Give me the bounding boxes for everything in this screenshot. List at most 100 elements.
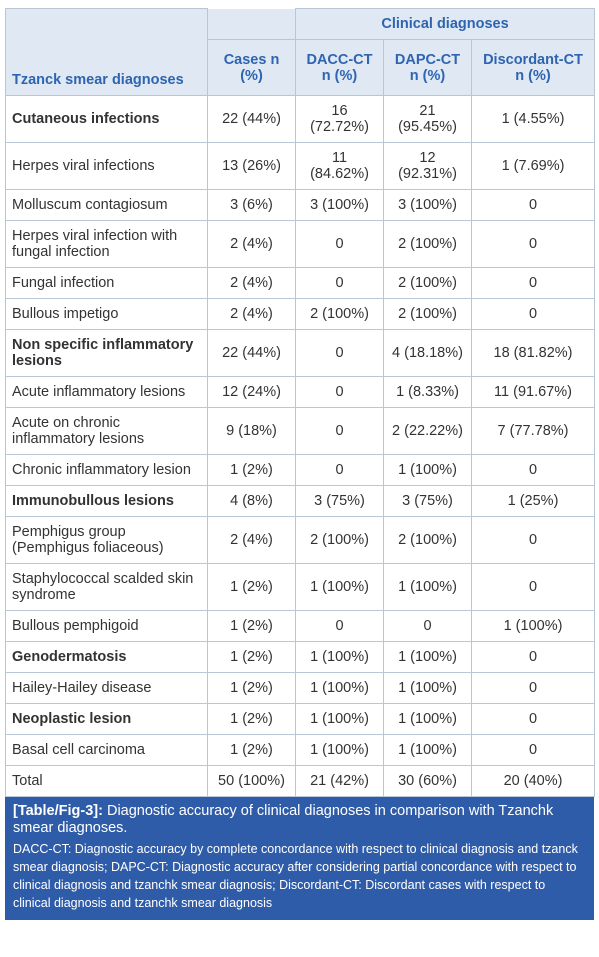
cell: 12 (92.31%) [383,142,472,190]
row-label: Total [5,765,208,797]
caption-label: [Table/Fig-3]: [13,803,103,819]
section-heading-row: Genodermatosis 1 (2%) 1 (100%) 1 (100%) 0 [5,641,596,673]
row-label: Chronic inflammatory lesion [5,454,208,486]
cell: 1 (100%) [383,703,472,735]
cell: 2 (100%) [383,220,472,268]
row-label: Non specific inflammatory lesions [5,329,208,377]
cell: 0 [295,376,384,408]
cell: 2 (4%) [207,220,296,268]
cell: 50 (100%) [207,765,296,797]
cell: 1 (2%) [207,734,296,766]
row-label: Molluscum contagiosum [5,189,208,221]
cell: 12 (24%) [207,376,296,408]
row-label: Acute inflammatory lesions [5,376,208,408]
cell: 21 (95.45%) [383,95,472,143]
cell: 1 (100%) [295,734,384,766]
cell: 1 (100%) [470,610,596,642]
column-header: DACC-CT n (%) [295,39,384,96]
row-label-header: Tzanck smear diagnoses [5,8,208,96]
cell: 4 (8%) [207,485,296,517]
cell: 16 (72.72%) [295,95,384,143]
cell: 0 [470,641,596,673]
cell: 2 (100%) [383,516,472,564]
table: Tzanck smear diagnoses Clinical diagnose… [5,8,596,797]
cell: 0 [295,610,384,642]
cell: 0 [470,672,596,704]
table-row: Acute inflammatory lesions 12 (24%) 0 1 (8.… [5,376,596,408]
cell: 2 (4%) [207,267,296,299]
column-header: Discordant-CT n (%) [470,39,596,96]
cell: 1 (2%) [207,454,296,486]
cell: 0 [470,563,596,611]
cell: 0 [295,454,384,486]
row-label: Neoplastic lesion [5,703,208,735]
total-row: Total 50 (100%) 21 (42%) 30 (60%) 20 (40%) [5,765,596,797]
cell: 2 (22.22%) [383,407,472,455]
cell: 13 (26%) [207,142,296,190]
row-label: Fungal infection [5,267,208,299]
cell: 20 (40%) [470,765,596,797]
table-row: Herpes viral infections 13 (26%) 11 (84.62… [5,142,596,190]
row-label: Basal cell carcinoma [5,734,208,766]
table-figure: Tzanck smear diagnoses Clinical diagnose… [5,8,596,920]
cell: 2 (4%) [207,298,296,330]
cell: 3 (6%) [207,189,296,221]
column-header: Cases n (%) [207,39,296,96]
row-label: Immunobullous lesions [5,485,208,517]
cell: 1 (7.69%) [470,142,596,190]
section-heading-row: Cutaneous infections 22 (44%) 16 (72.72%) 2… [5,95,596,143]
cell: 1 (100%) [383,734,472,766]
cell: 11 (84.62%) [295,142,384,190]
row-label: Acute on chronic inflammatory lesions [5,407,208,455]
cell: 0 [470,516,596,564]
cell: 0 [470,220,596,268]
cell: 11 (91.67%) [470,376,596,408]
cell: 1 (2%) [207,563,296,611]
cell: 1 (2%) [207,610,296,642]
cell: 22 (44%) [207,329,296,377]
cell: 7 (77.78%) [470,407,596,455]
cell: 21 (42%) [295,765,384,797]
cell: 1 (25%) [470,485,596,517]
cell: 2 (4%) [207,516,296,564]
cell: 3 (100%) [383,189,472,221]
cell: 0 [295,220,384,268]
cell: 22 (44%) [207,95,296,143]
section-heading-row: Neoplastic lesion 1 (2%) 1 (100%) 1 (100%) 0 [5,703,596,735]
table-row: Herpes viral infection with fungal infec… [5,220,596,268]
cell: 0 [295,329,384,377]
table-row: Basal cell carcinoma 1 (2%) 1 (100%) 1 (100… [5,734,596,766]
caption: [Table/Fig-3]: Diagnostic accuracy of cl… [5,797,594,920]
cell: 1 (100%) [383,641,472,673]
section-heading-row: Immunobullous lesions 4 (8%) 3 (75%) 3 (75%… [5,485,596,517]
row-label: Hailey-Hailey disease [5,672,208,704]
row-label: Cutaneous infections [5,95,208,143]
row-label: Herpes viral infections [5,142,208,190]
cell: 1 (2%) [207,703,296,735]
table-row: Bullous impetigo 2 (4%) 2 (100%) 2 (100%) 0 [5,298,596,330]
cell: 2 (100%) [383,267,472,299]
cell: 0 [470,454,596,486]
cell: 1 (8.33%) [383,376,472,408]
row-label: Genodermatosis [5,641,208,673]
cell: 1 (100%) [295,672,384,704]
row-label: Bullous pemphigoid [5,610,208,642]
cell: 1 (4.55%) [470,95,596,143]
row-label: Herpes viral infection with fungal infec… [5,220,208,268]
cell: 2 (100%) [383,298,472,330]
cell: 9 (18%) [207,407,296,455]
cell: 3 (75%) [295,485,384,517]
cell: 2 (100%) [295,516,384,564]
cell: 0 [470,703,596,735]
table-row: Fungal infection 2 (4%) 0 2 (100%) 0 [5,267,596,299]
cell: 18 (81.82%) [470,329,596,377]
cell: 3 (100%) [295,189,384,221]
cell: 4 (18.18%) [383,329,472,377]
cell: 1 (100%) [383,672,472,704]
cell: 0 [470,267,596,299]
cell: 3 (75%) [383,485,472,517]
cell: 1 (100%) [383,454,472,486]
caption-title: Diagnostic accuracy of clinical diagnose… [13,803,554,836]
table-row: Molluscum contagiosum 3 (6%) 3 (100%) 3 (10… [5,189,596,221]
